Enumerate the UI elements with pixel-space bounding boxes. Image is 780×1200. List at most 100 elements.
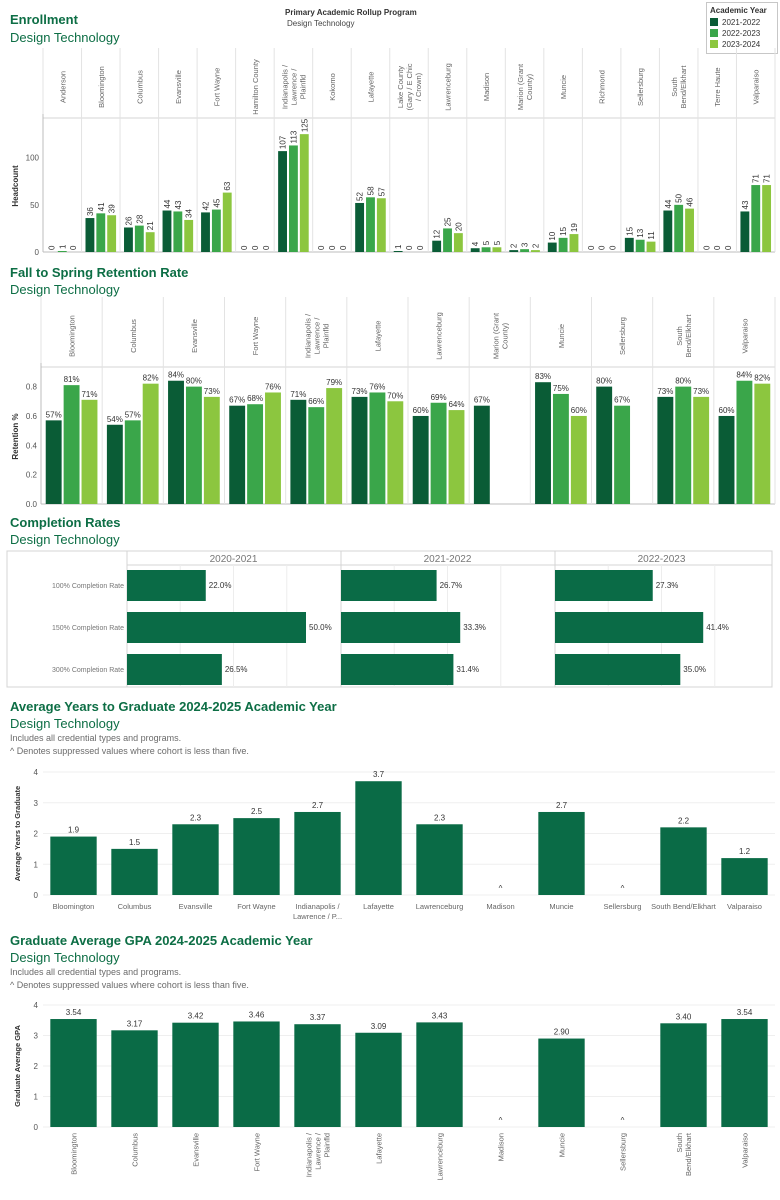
category-label: Muncie xyxy=(549,902,573,911)
data-label: 43 xyxy=(174,200,183,209)
completion-title: Completion Rates xyxy=(10,515,121,530)
data-label: 73% xyxy=(352,387,368,396)
gpa-title: Graduate Average GPA 2024-2025 Academic … xyxy=(10,933,313,948)
data-label: 0 xyxy=(328,245,337,250)
category-label: Bloomington xyxy=(70,1133,79,1175)
enrollment-subtitle: Design Technology xyxy=(10,30,120,45)
category-label: South xyxy=(670,77,679,97)
bar xyxy=(63,385,80,504)
y-tick-label: 100 xyxy=(26,154,40,163)
academic-year-legend[interactable]: Academic Year 2021-2022 2022-2023 2023-2… xyxy=(706,2,778,54)
data-label: 82% xyxy=(754,374,770,383)
data-label: 4 xyxy=(471,241,480,246)
bar xyxy=(142,383,159,504)
bar xyxy=(531,250,540,252)
y-axis-title: Average Years to Graduate xyxy=(13,786,22,881)
data-label: 28 xyxy=(135,214,144,223)
legend-label: 2021-2022 xyxy=(722,17,761,27)
program-filter-label: Primary Academic Rollup Program xyxy=(285,8,417,17)
data-label: 0 xyxy=(251,245,260,250)
y-tick-label: 3 xyxy=(34,799,39,808)
legend-item-2023-2024[interactable]: 2023-2024 xyxy=(710,39,777,49)
category-label: / Crown) xyxy=(414,72,423,101)
bar xyxy=(172,824,219,895)
category-label: Lawrenceburg xyxy=(444,63,453,111)
category-label: Plainfld xyxy=(298,75,307,100)
bar xyxy=(393,251,403,252)
data-label: ^ xyxy=(621,884,625,893)
gpa-chart: 0 1 2 3 4 Graduate Average GPA 3.54 Bloomington… xyxy=(13,1001,775,1181)
data-label: 125 xyxy=(300,118,309,132)
bar xyxy=(233,1021,280,1127)
category-label: Muncie xyxy=(558,1133,567,1157)
y-tick-label: 0.4 xyxy=(26,441,38,450)
program-filter-value[interactable]: Design Technology xyxy=(287,19,355,28)
category-label: Sellersburg xyxy=(618,317,627,355)
bar xyxy=(168,380,184,504)
category-label: Richmond xyxy=(598,70,607,104)
category-label: Anderson xyxy=(58,71,67,103)
legend-item-2021-2022[interactable]: 2021-2022 xyxy=(710,17,777,27)
bar xyxy=(45,420,62,504)
data-label: 113 xyxy=(289,130,298,143)
bar xyxy=(341,654,454,685)
y-tick-label: 1 xyxy=(34,1093,39,1102)
bar xyxy=(416,824,463,895)
bar xyxy=(162,210,172,252)
data-label: 15 xyxy=(625,226,634,235)
bar xyxy=(229,405,246,504)
category-label: Columbus xyxy=(135,70,144,104)
legend-title: Academic Year xyxy=(710,6,767,15)
bar xyxy=(173,211,183,252)
data-label: 69% xyxy=(431,393,447,402)
bar xyxy=(473,405,490,504)
bar xyxy=(520,249,530,252)
years-note-suppressed: ^ Denotes suppressed values where cohort… xyxy=(10,746,249,756)
legend-swatch xyxy=(710,18,718,26)
bar xyxy=(547,242,557,252)
bar xyxy=(127,654,222,685)
category-label: Terre Haute xyxy=(713,67,722,106)
bar xyxy=(341,612,461,643)
bar xyxy=(124,420,141,504)
category-label: Indianapolis / xyxy=(295,902,340,911)
category-label: (Gary / E Chic xyxy=(405,63,414,110)
data-label: 0 xyxy=(47,245,56,250)
bar xyxy=(412,415,429,504)
bar xyxy=(96,213,106,252)
data-label: 0 xyxy=(598,245,607,250)
category-label: Bend/Elkhart xyxy=(684,314,693,358)
data-label: 39 xyxy=(108,204,117,213)
category-label: Bend/Elkhart xyxy=(679,65,688,109)
data-label: 73% xyxy=(657,387,673,396)
data-label: 3.43 xyxy=(432,1011,448,1020)
data-label: 25 xyxy=(444,217,453,226)
data-label: 3.37 xyxy=(310,1013,326,1022)
category-label: Sellersburg xyxy=(619,1133,628,1171)
data-label: 68% xyxy=(247,394,263,403)
bar xyxy=(555,570,653,601)
bar xyxy=(308,407,325,504)
category-label: Lawrence / xyxy=(312,317,321,355)
data-label: ^ xyxy=(499,884,503,893)
bar xyxy=(107,215,117,252)
legend-item-2022-2023[interactable]: 2022-2023 xyxy=(710,28,777,38)
data-label: 50 xyxy=(675,193,684,202)
bar xyxy=(663,210,673,252)
category-label: Lawrence / xyxy=(289,68,298,106)
data-label: 27.3% xyxy=(656,581,679,590)
data-label: 44 xyxy=(163,199,172,208)
category-label: Lawrence / P... xyxy=(293,912,342,921)
bar xyxy=(721,858,768,895)
row-label: 150% Completion Rate xyxy=(52,625,124,632)
data-label: 12 xyxy=(433,229,442,238)
data-label: 20 xyxy=(454,222,463,231)
years-title: Average Years to Graduate 2024-2025 Acad… xyxy=(10,699,337,714)
category-label: Valparaiso xyxy=(727,902,762,911)
bar xyxy=(290,399,307,504)
category-label: Kokomo xyxy=(328,73,337,101)
data-label: 3.42 xyxy=(188,1012,204,1021)
data-label: 71% xyxy=(290,390,306,399)
data-label: 82% xyxy=(143,374,159,383)
retention-chart: 0.0 0.2 0.4 0.6 0.8 Retention % Bloomington 57%… xyxy=(11,297,776,509)
